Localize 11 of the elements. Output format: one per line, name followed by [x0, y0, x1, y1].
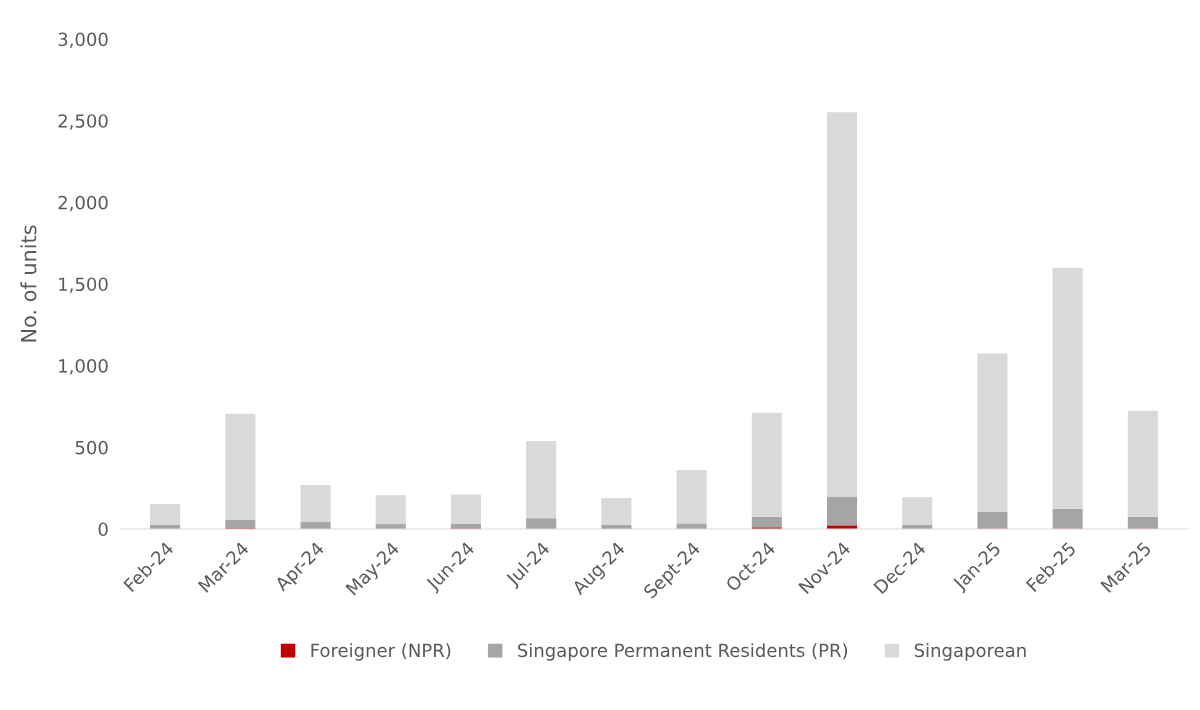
y-tick-label: 1,500	[59, 277, 108, 293]
legend-label: Singapore Permanent Residents (PR)	[518, 643, 848, 661]
y-tick-label: 3,000	[58, 32, 108, 49]
y-tick-label: 1,000	[59, 359, 108, 375]
y-tick-label: 2,000	[58, 195, 108, 212]
y-tick-label: 2,500	[58, 114, 108, 130]
y-axis-title: No. of units	[20, 225, 37, 342]
legend-label: Singaporean	[914, 643, 1026, 661]
legend-label: Foreigner (NPR)	[311, 643, 451, 661]
y-tick-label: 0	[98, 522, 108, 537]
y-tick-label: 500	[75, 440, 108, 455]
